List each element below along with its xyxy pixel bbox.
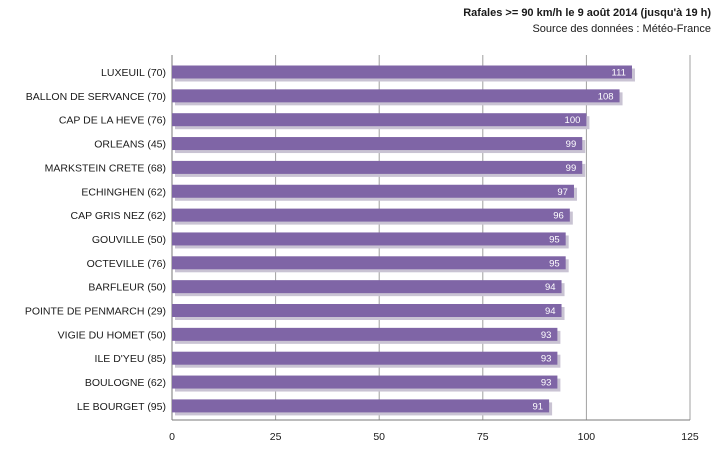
data-label: 97 (557, 187, 568, 198)
bar (172, 160, 583, 174)
bar (172, 137, 583, 151)
category-label: LUXEUIL (70) (101, 67, 166, 79)
bar (172, 280, 562, 294)
x-tick-label: 100 (578, 431, 596, 443)
chart-title: Rafales >= 90 km/h le 9 août 2014 (jusqu… (463, 7, 711, 19)
bar (172, 208, 570, 222)
category-label: ORLEANS (45) (94, 139, 166, 151)
chart-subtitle: Source des données : Météo-France (532, 23, 711, 35)
data-label: 99 (566, 139, 577, 150)
data-label: 95 (549, 234, 560, 245)
bar (172, 304, 562, 317)
bar (172, 256, 566, 270)
data-label: 94 (545, 306, 556, 317)
data-label: 93 (541, 330, 552, 341)
x-tick-label: 75 (477, 431, 489, 443)
bar (172, 399, 550, 413)
x-tick-label: 50 (373, 431, 385, 443)
data-label: 95 (549, 258, 560, 269)
bar (172, 375, 558, 389)
category-label: VIGIE DU HOMET (50) (58, 329, 166, 341)
bar (172, 327, 558, 341)
category-label: ILE D'YEU (85) (95, 353, 166, 365)
chart-title-block: Rafales >= 90 km/h le 9 août 2014 (jusqu… (463, 5, 711, 37)
bar (172, 89, 620, 103)
category-label: BALLON DE SERVANCE (70) (26, 91, 166, 103)
category-label: ECHINGHEN (62) (81, 186, 166, 198)
x-tick-label: 25 (270, 431, 282, 443)
data-label: 100 (565, 115, 581, 126)
bar (172, 184, 574, 198)
data-label: 108 (598, 91, 614, 102)
bar (172, 351, 558, 365)
data-label: 111 (612, 68, 626, 79)
category-label: OCTEVILLE (76) (87, 258, 166, 270)
data-label: 99 (566, 163, 577, 174)
category-label: POINTE DE PENMARCH (29) (25, 306, 166, 318)
category-label: MARKSTEIN CRETE (68) (45, 162, 166, 174)
x-tick-label: 0 (169, 431, 175, 443)
category-label: BARFLEUR (50) (88, 282, 166, 294)
bar (172, 113, 587, 127)
data-label: 96 (553, 211, 564, 222)
x-tick-label: 125 (681, 431, 699, 443)
category-label: GOUVILLE (50) (92, 234, 166, 246)
data-label: 93 (541, 354, 552, 365)
category-label: LE BOURGET (95) (77, 401, 166, 413)
category-label: BOULOGNE (62) (85, 377, 166, 389)
bar (172, 65, 632, 79)
data-label: 94 (545, 282, 556, 293)
data-label: 93 (541, 378, 552, 389)
bar (172, 232, 566, 246)
category-label: CAP DE LA HEVE (76) (59, 115, 166, 127)
data-label: 91 (533, 401, 544, 412)
category-label: CAP GRIS NEZ (62) (71, 210, 167, 222)
